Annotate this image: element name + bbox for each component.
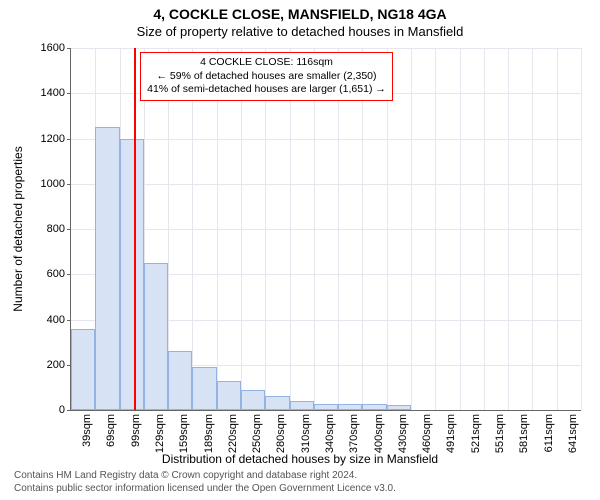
histogram-bar <box>144 263 168 410</box>
y-tick-mark <box>67 93 71 94</box>
footer-line-1: Contains HM Land Registry data © Crown c… <box>14 470 357 481</box>
x-tick-label: 69sqm <box>105 414 117 447</box>
y-tick-mark <box>67 229 71 230</box>
y-tick-mark <box>67 274 71 275</box>
grid-line <box>192 48 193 410</box>
x-tick-label: 310sqm <box>300 414 312 453</box>
x-tick-label: 280sqm <box>275 414 287 453</box>
plot-area: 0200400600800100012001400160039sqm69sqm9… <box>70 48 581 411</box>
grid-line <box>532 48 533 410</box>
grid-line <box>508 48 509 410</box>
x-tick-label: 581sqm <box>518 414 530 453</box>
x-tick-label: 39sqm <box>81 414 93 447</box>
histogram-bar <box>387 405 411 410</box>
y-tick-mark <box>67 410 71 411</box>
histogram-bar <box>217 381 241 410</box>
grid-line <box>387 48 388 410</box>
x-tick-label: 129sqm <box>154 414 166 453</box>
marker-line <box>134 48 136 410</box>
footer-line-3: Contains public sector information licen… <box>14 483 396 494</box>
chart-subtitle: Size of property relative to detached ho… <box>0 24 600 39</box>
grid-line <box>484 48 485 410</box>
histogram-bar <box>338 404 362 410</box>
grid-line <box>71 229 581 230</box>
x-tick-label: 491sqm <box>445 414 457 453</box>
x-tick-label: 340sqm <box>324 414 336 453</box>
chart-title: 4, COCKLE CLOSE, MANSFIELD, NG18 4GA <box>0 6 600 22</box>
grid-line <box>241 48 242 410</box>
histogram-bar <box>241 390 265 410</box>
x-tick-label: 611sqm <box>543 414 555 452</box>
histogram-bar <box>95 127 119 410</box>
histogram-bar <box>192 367 216 410</box>
annotation-line: 41% of semi-detached houses are larger (… <box>147 83 386 97</box>
x-tick-label: 521sqm <box>470 414 482 453</box>
grid-line <box>435 48 436 410</box>
x-axis-label: Distribution of detached houses by size … <box>0 452 600 466</box>
x-tick-label: 400sqm <box>373 414 385 453</box>
grid-line <box>217 48 218 410</box>
x-tick-label: 250sqm <box>251 414 263 453</box>
x-tick-label: 370sqm <box>348 414 360 453</box>
grid-line <box>581 48 582 410</box>
histogram-bar <box>290 401 314 410</box>
grid-line <box>411 48 412 410</box>
histogram-bar <box>265 396 289 410</box>
x-tick-label: 430sqm <box>397 414 409 453</box>
y-tick-mark <box>67 48 71 49</box>
x-tick-label: 641sqm <box>567 414 579 453</box>
x-tick-label: 551sqm <box>494 414 506 453</box>
grid-line <box>71 184 581 185</box>
histogram-bar <box>314 404 338 410</box>
y-tick-mark <box>67 184 71 185</box>
grid-line <box>362 48 363 410</box>
x-tick-label: 189sqm <box>203 414 215 453</box>
grid-line <box>71 139 581 140</box>
grid-line <box>314 48 315 410</box>
grid-line <box>265 48 266 410</box>
annotation-line: ← 59% of detached houses are smaller (2,… <box>147 70 386 84</box>
histogram-bar <box>362 404 386 410</box>
y-tick-mark <box>67 320 71 321</box>
x-tick-label: 460sqm <box>421 414 433 453</box>
grid-line <box>460 48 461 410</box>
x-tick-label: 159sqm <box>178 414 190 453</box>
grid-line <box>557 48 558 410</box>
x-tick-label: 99sqm <box>130 414 142 447</box>
x-tick-label: 220sqm <box>227 414 239 453</box>
y-axis-label: Number of detached properties <box>11 146 25 311</box>
histogram-bar <box>120 139 144 411</box>
grid-line <box>71 48 581 49</box>
annotation-box: 4 COCKLE CLOSE: 116sqm← 59% of detached … <box>140 52 393 101</box>
annotation-line: 4 COCKLE CLOSE: 116sqm <box>147 56 386 70</box>
histogram-bar <box>168 351 192 410</box>
histogram-bar <box>71 329 95 410</box>
y-tick-mark <box>67 139 71 140</box>
grid-line <box>290 48 291 410</box>
chart-container: 4, COCKLE CLOSE, MANSFIELD, NG18 4GA Siz… <box>0 0 600 500</box>
grid-line <box>338 48 339 410</box>
